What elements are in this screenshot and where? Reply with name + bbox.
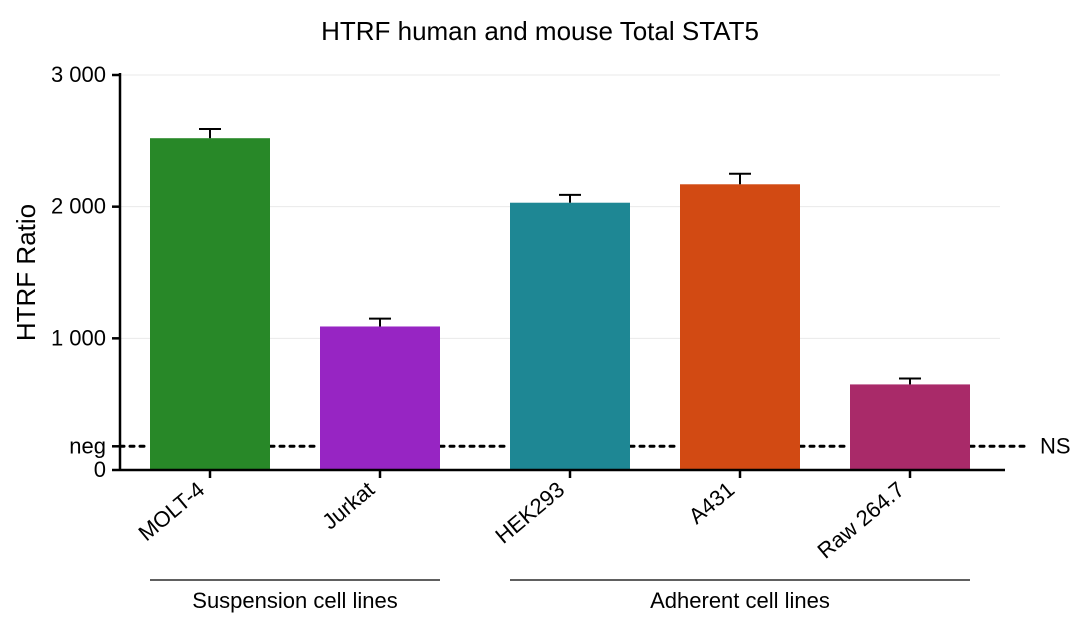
ns-label: NS xyxy=(1040,433,1071,458)
bar xyxy=(150,138,270,470)
y-tick-label: 2 000 xyxy=(51,194,106,219)
group-label: Suspension cell lines xyxy=(192,588,397,613)
y-tick-label: 3 000 xyxy=(51,62,106,87)
bar xyxy=(680,184,800,470)
chart-svg: HTRF human and mouse Total STAT5 NS 0 1 000… xyxy=(0,0,1080,635)
bar xyxy=(510,203,630,470)
bar xyxy=(850,384,970,470)
chart-container: HTRF human and mouse Total STAT5 NS 0 1 000… xyxy=(0,0,1080,635)
y-tick-label: 0 xyxy=(94,457,106,482)
bar xyxy=(320,326,440,470)
y-tick-label: 1 000 xyxy=(51,325,106,350)
y-axis-label: HTRF Ratio xyxy=(11,204,41,341)
y-tick-label-neg: neg xyxy=(69,433,106,458)
chart-title: HTRF human and mouse Total STAT5 xyxy=(321,16,759,46)
group-label: Adherent cell lines xyxy=(650,588,830,613)
